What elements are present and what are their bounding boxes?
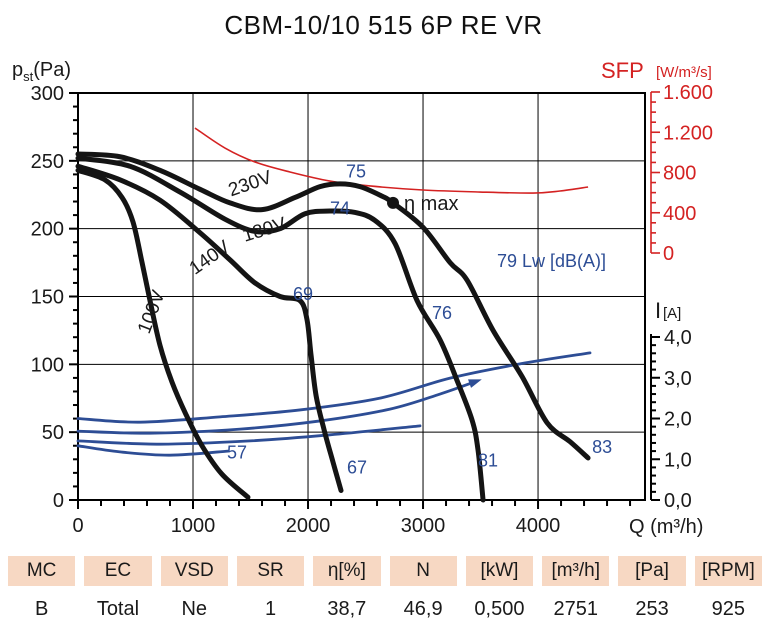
current-curve-I-100V (76, 444, 230, 457)
table-header-6: [kW] (465, 556, 534, 586)
fan-curve-230V (75, 151, 591, 461)
table-value-0: B (34, 598, 49, 620)
spec-table: MC EC VSD SR η[%] N [kW] [m³/h] [Pa] [RPM] B Total… (8, 556, 762, 624)
flow-tick-label: 3000 (401, 515, 446, 537)
table-value-2: Ne (181, 598, 208, 620)
eta-max-point (387, 196, 400, 209)
table-value-7: 2751 (553, 598, 598, 620)
sfp-tick-label: 1.600 (663, 82, 713, 104)
sfp-tick-label: 800 (663, 163, 696, 185)
flow-tick-label: 0 (72, 515, 83, 537)
spec-table-header-row: MC EC VSD SR η[%] N [kW] [m³/h] [Pa] [RPM] (8, 556, 762, 586)
current-curve-I-140V (76, 424, 422, 446)
table-header-0: MC (8, 556, 76, 586)
noise-label-74: 74 (330, 198, 350, 218)
current-arrow (468, 379, 482, 388)
noise-label-75: 75 (346, 162, 366, 182)
noise-label-67: 67 (347, 457, 367, 477)
table-header-5: N (389, 556, 457, 586)
table-header-4: η[%] (313, 556, 381, 586)
noise-label-81: 81 (478, 451, 498, 471)
pressure-axis-title: pst(Pa) (12, 59, 71, 84)
sfp-tick-label: 400 (663, 203, 696, 225)
noise-label-57: 57 (227, 443, 247, 463)
voltage-label-180V: 180V (240, 214, 289, 247)
table-value-4: 38,7 (327, 598, 367, 620)
pressure-tick-label: 200 (31, 219, 64, 241)
current-tick-label: 3,0 (664, 368, 692, 390)
noise-label-79: 79 Lw [dB(A)] (497, 251, 606, 271)
fan-curve-100V (75, 167, 251, 500)
flow-tick-label: 2000 (286, 515, 331, 537)
current-tick-label: 1,0 (664, 449, 692, 471)
sfp-axis (650, 91, 660, 254)
eta-max-label: η max (404, 193, 458, 215)
table-header-1: EC (84, 556, 152, 586)
flow-tick-label: 1000 (171, 515, 216, 537)
fan-performance-chart: 300 250 200 150 100 50 0 pst(Pa) 0 1000 2000 3000 40… (12, 58, 713, 538)
current-tick-label: 4,0 (664, 327, 692, 349)
fan-curve-140V (75, 163, 344, 494)
current-axis (650, 334, 660, 501)
table-header-9: [RPM] (694, 556, 762, 586)
table-value-3: 1 (264, 598, 277, 620)
current-curve-I-180V (76, 379, 479, 435)
table-header-7: [m³/h] (542, 556, 610, 586)
noise-label-83: 83 (592, 437, 612, 457)
spec-table-value-row: B Total Ne 1 38,7 46,9 0,500 2751 253 925 (8, 586, 762, 624)
pressure-tick-label: 50 (42, 422, 64, 444)
sfp-tick-label: 0 (663, 243, 674, 265)
table-value-8: 253 (635, 598, 669, 620)
pressure-tick-label: 250 (31, 151, 64, 173)
voltage-label-100V: 100V (134, 287, 170, 336)
table-header-8: [Pa] (618, 556, 686, 586)
table-value-1: Total (96, 598, 140, 620)
sfp-axis-unit: [W/m³/s] (656, 64, 712, 81)
sfp-curve (194, 127, 589, 194)
current-tick-label: 0,0 (664, 490, 692, 512)
page-title: CBM-10/10 515 6P RE VR (224, 10, 543, 40)
current-axis-title: I (655, 298, 661, 323)
table-header-3: SR (236, 556, 305, 586)
current-tick-label: 2,0 (664, 409, 692, 431)
table-value-6: 0,500 (474, 598, 525, 620)
sfp-axis-title: SFP (601, 58, 644, 83)
pressure-tick-label: 100 (31, 354, 64, 376)
fan-curve-180V (75, 155, 486, 503)
flow-tick-label: 4000 (516, 515, 561, 537)
flow-axis (77, 500, 632, 509)
pressure-tick-label: 150 (31, 287, 64, 309)
table-value-5: 46,9 (403, 598, 443, 620)
voltage-label-230V: 230V (226, 167, 275, 201)
pressure-tick-label: 0 (53, 490, 64, 512)
flow-axis-title: Q (m³/h) (629, 516, 703, 538)
sfp-tick-label: 1.200 (663, 122, 713, 144)
noise-label-69: 69 (293, 284, 313, 304)
table-header-2: VSD (160, 556, 228, 586)
pressure-tick-label: 300 (31, 83, 64, 105)
pressure-axis (69, 92, 78, 501)
current-axis-unit: [A] (663, 305, 681, 322)
noise-label-76: 76 (432, 303, 452, 323)
table-value-9: 925 (711, 598, 746, 620)
